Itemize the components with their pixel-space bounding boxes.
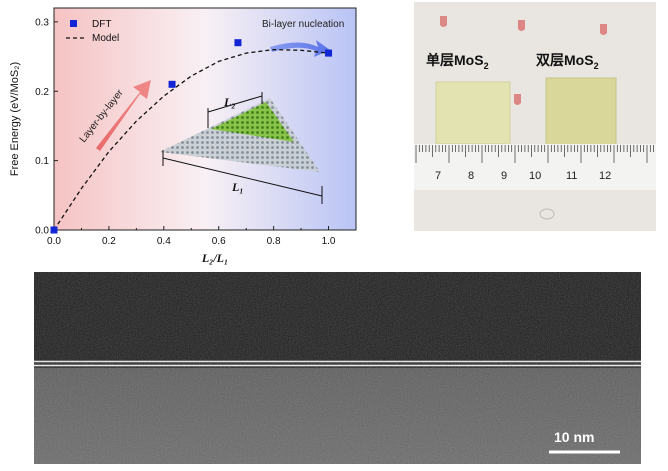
monolayer-label: 单层MoS2: [426, 52, 489, 71]
bilayer-label: 双层MoS2: [536, 52, 599, 71]
y-tick-label: 0.0: [35, 226, 49, 237]
y-axis-label: Free Energy (eV/MoS₂): [9, 62, 21, 176]
ruler-number: 11: [566, 170, 578, 182]
y-tick-label: 0.3: [35, 17, 49, 28]
x-tick-label: 0.0: [47, 236, 61, 247]
emblem-icon: [600, 24, 607, 35]
legend-dft-label: DFT: [92, 19, 111, 30]
legend-dft-marker: [70, 20, 77, 27]
bilayer-nucleation-label: Bi-layer nucleation: [262, 19, 344, 30]
dft-point: [325, 49, 333, 57]
x-tick-label: 0.6: [212, 236, 226, 247]
x-axis-label: L₂/L₁: [201, 251, 228, 265]
dft-point: [234, 39, 242, 47]
y-tick-label: 0.2: [35, 87, 49, 98]
x-tick-label: 0.2: [102, 236, 116, 247]
monolayer-sample: [435, 81, 511, 145]
x-tick-label: 0.4: [157, 236, 171, 247]
l2-label: L₂: [223, 95, 236, 109]
ruler-number: 12: [599, 170, 612, 182]
emblem-icon: [518, 20, 525, 31]
ruler-number: 9: [501, 170, 508, 182]
x-tick-label: 0.8: [267, 236, 281, 247]
legend-model-label: Model: [92, 33, 119, 44]
emblem-icon: [514, 94, 521, 105]
chart-svg: Layer-by-layer Bi-layer nucleation L₂ L₁…: [9, 7, 357, 265]
layer-by-layer-arrow: [96, 80, 151, 151]
bilayer-sample: [545, 77, 617, 147]
model-series-line: [53, 48, 329, 231]
bilayer-nucleation-arrow: [270, 40, 330, 57]
ruler-number: 10: [529, 170, 542, 182]
l1-label: L₁: [231, 180, 244, 194]
emblem-icon: [440, 16, 447, 27]
triangle-lattice-inset: [160, 92, 323, 204]
ruler-number: 8: [468, 170, 475, 182]
tem-cross-section: 10 nm: [34, 272, 641, 464]
bubble: [539, 208, 555, 220]
plot-frame: [53, 7, 357, 231]
scale-bar-label: 10 nm: [554, 429, 595, 445]
sample-photo: 单层MoS2 双层MoS2 7 8 9 10 11 12: [414, 2, 656, 231]
ruler-number: 7: [435, 170, 442, 182]
dft-point: [50, 226, 58, 234]
dft-point: [168, 80, 176, 88]
y-tick-label: 0.1: [35, 156, 49, 167]
free-energy-chart: Layer-by-layer Bi-layer nucleation L₂ L₁…: [0, 0, 372, 270]
x-tick-label: 1.0: [322, 236, 336, 247]
